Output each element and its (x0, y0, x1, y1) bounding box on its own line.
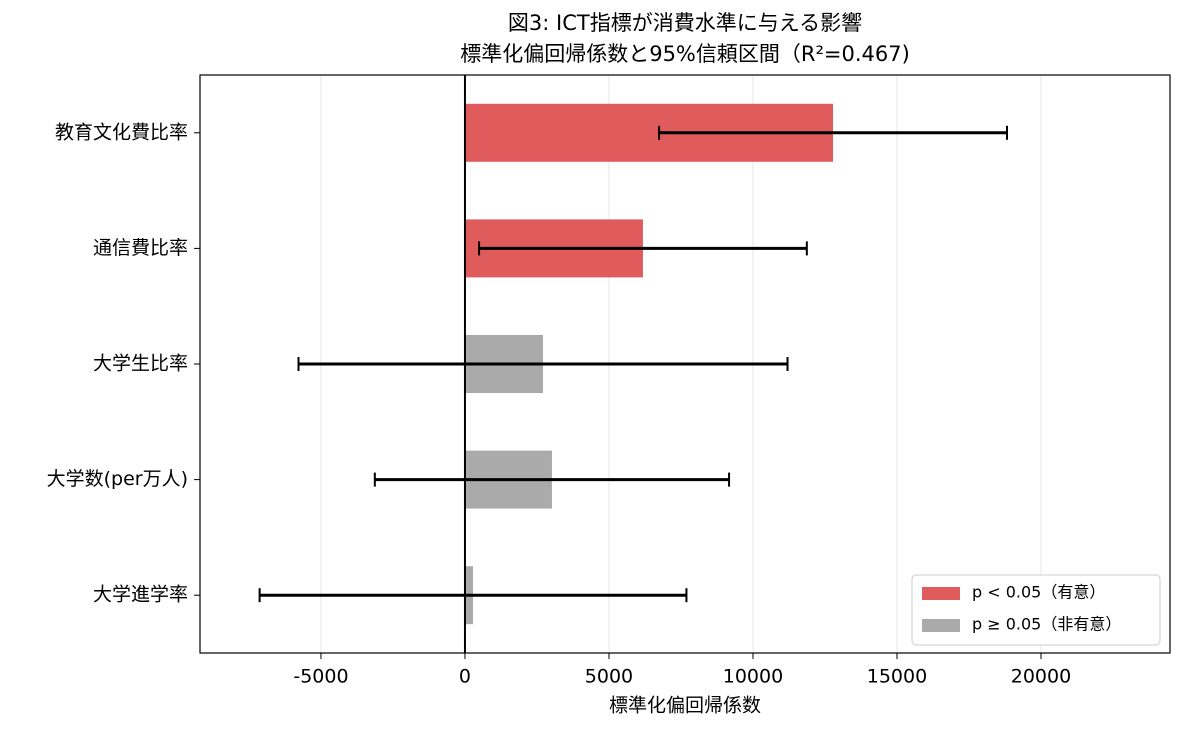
chart-subtitle: 標準化偏回帰係数と95%信頼区間（R²=0.467) (460, 42, 910, 66)
x-tick-label: 5000 (585, 666, 633, 688)
legend-label: p < 0.05（有意） (972, 583, 1105, 602)
y-tick-label: 大学生比率 (93, 353, 188, 375)
x-tick-label: 0 (459, 666, 471, 688)
y-tick-label: 大学数(per万人) (47, 468, 188, 490)
y-tick-label: 通信費比率 (93, 237, 188, 259)
plot-frame (199, 74, 1171, 654)
legend-label: p ≥ 0.05（非有意） (972, 615, 1121, 634)
y-tick-label: 大学進学率 (93, 584, 188, 606)
x-tick-label: -5000 (293, 666, 348, 688)
x-tick-label: 20000 (1011, 666, 1071, 688)
legend-swatch (922, 619, 960, 632)
x-axis-label: 標準化偏回帰係数 (609, 695, 761, 717)
y-tick-label: 教育文化費比率 (55, 121, 188, 143)
legend-box (911, 574, 1161, 646)
legend-swatch (922, 587, 960, 600)
x-tick-label: 10000 (723, 666, 783, 688)
chart-title: 図3: ICT指標が消費水準に与える影響 (508, 11, 862, 35)
x-tick-label: 15000 (867, 666, 927, 688)
